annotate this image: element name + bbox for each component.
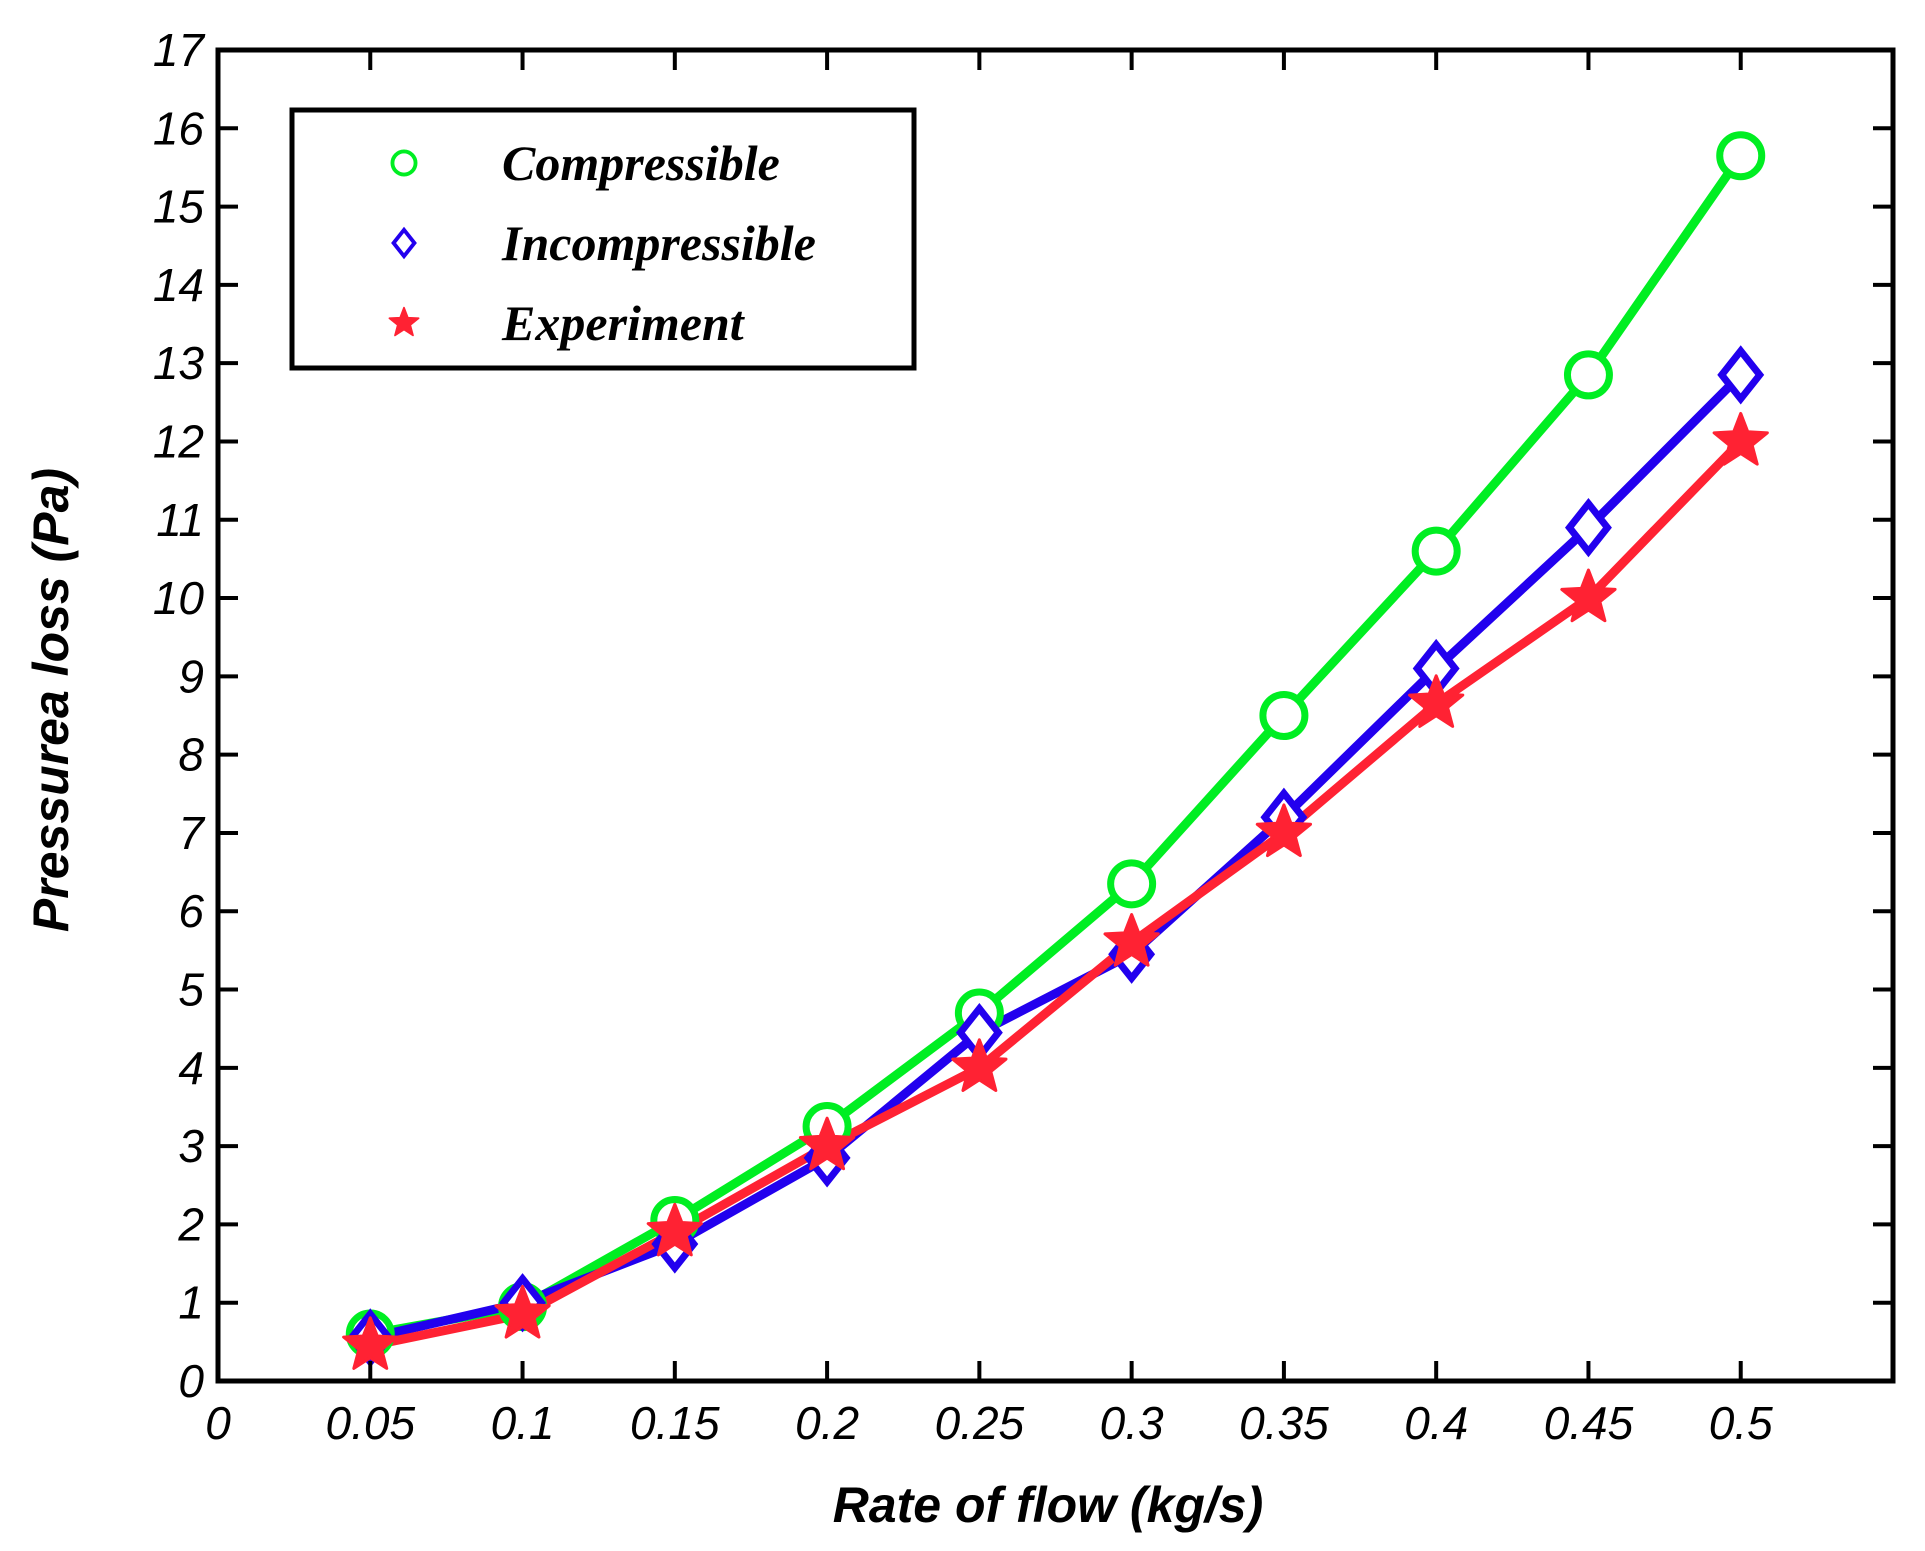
y-tick-label: 7 (178, 807, 205, 859)
series-line-compressible (365, 151, 1746, 1339)
x-tick-label: 0.1 (491, 1397, 555, 1449)
y-tick-label: 13 (153, 337, 205, 389)
y-tick-label: 10 (153, 572, 205, 624)
series-line-experiment (365, 437, 1746, 1351)
x-tick-label: 0.45 (1544, 1397, 1634, 1449)
data-point-experiment (646, 1202, 703, 1257)
y-tick-label: 6 (178, 885, 204, 937)
data-point-compressible (1716, 131, 1766, 181)
x-tick-label: 0 (205, 1397, 231, 1449)
y-tick-label: 17 (153, 24, 206, 76)
series-lines (365, 151, 1746, 1351)
y-tick-label: 4 (178, 1042, 204, 1094)
y-tick-label: 15 (153, 181, 205, 233)
legend-label-compressible: Compressible (502, 135, 780, 191)
data-point-experiment (951, 1038, 1008, 1092)
legend-label-incompressible: Incompressible (501, 215, 816, 271)
data-point-experiment (1408, 674, 1465, 728)
y-axis-label: Pressurea loss (Pa) (23, 468, 79, 932)
y-tick-label: 3 (178, 1120, 204, 1172)
data-point-compressible (1563, 350, 1613, 400)
x-axis-label: Rate of flow (kg/s) (833, 1477, 1264, 1533)
y-tick-label: 16 (153, 102, 205, 154)
data-point-experiment (798, 1116, 856, 1171)
x-tick-label: 0.15 (630, 1397, 720, 1449)
data-point-experiment (494, 1284, 551, 1339)
legend-marker-experiment (388, 306, 420, 337)
y-tick-label: 0 (178, 1355, 204, 1407)
legend-marker-compressible (390, 149, 418, 177)
y-tick-label: 11 (156, 494, 204, 546)
tick-labels: 0 0.05 0.1 0.15 0.2 0.25 0.3 0.35 0.4 0.45 0.50123… (153, 24, 1773, 1449)
y-tick-label: 9 (178, 650, 204, 702)
y-tick-label: 5 (178, 964, 204, 1016)
y-tick-label: 8 (178, 729, 204, 781)
legend: Compressible Incompressible Experiment (289, 107, 917, 371)
data-point-experiment (1712, 411, 1769, 466)
data-point-incompressible (1564, 497, 1612, 558)
data-point-experiment (342, 1316, 399, 1370)
legend-marker-incompressible (391, 226, 417, 260)
data-point-compressible (1107, 859, 1157, 909)
y-tick-label: 2 (177, 1198, 204, 1250)
y-tick-label: 12 (153, 415, 204, 467)
x-tick-label: 0.35 (1239, 1397, 1329, 1449)
x-tick-label: 0.5 (1709, 1397, 1773, 1449)
x-tick-label: 0.2 (795, 1397, 859, 1449)
data-point-compressible (1259, 691, 1309, 740)
axis-ticks (216, 48, 1893, 1383)
x-tick-label: 0.3 (1100, 1397, 1164, 1449)
data-point-experiment (1255, 803, 1313, 858)
data-point-compressible (1411, 526, 1461, 576)
y-tick-label: 1 (178, 1277, 204, 1329)
x-tick-label: 0.05 (326, 1397, 416, 1449)
x-tick-label: 0.25 (935, 1397, 1025, 1449)
x-tick-label: 0.4 (1404, 1397, 1468, 1449)
data-point-incompressible (1717, 345, 1765, 405)
data-point-experiment (1103, 913, 1160, 967)
legend-label-experiment: Experiment (501, 295, 746, 351)
data-point-experiment (1560, 568, 1617, 623)
y-tick-label: 14 (153, 259, 204, 311)
